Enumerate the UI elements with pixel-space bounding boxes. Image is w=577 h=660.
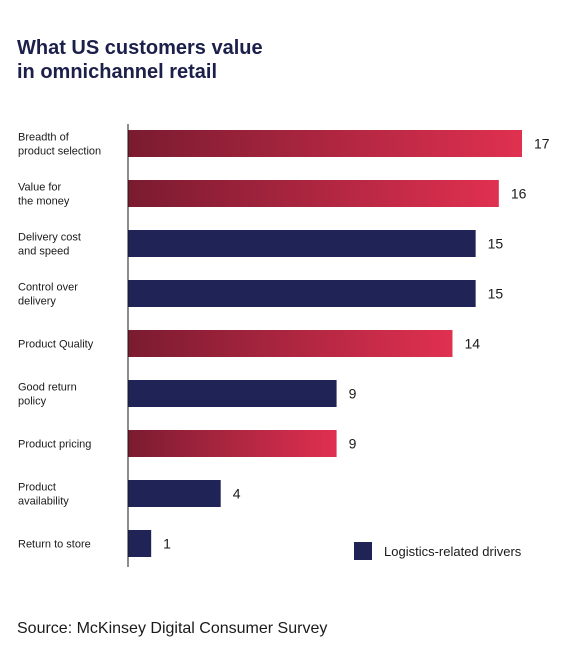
category-label: Control over [18, 282, 78, 294]
category-label: delivery [18, 296, 56, 308]
category-label: Breadth of [18, 132, 70, 144]
category-label: Value for [18, 182, 62, 194]
value-label: 9 [349, 436, 357, 452]
category-label: Return to store [18, 539, 91, 551]
value-label: 15 [488, 236, 504, 252]
source-note: Source: McKinsey Digital Consumer Survey [17, 620, 328, 637]
category-label: policy [18, 396, 47, 408]
value-label: 4 [233, 486, 241, 502]
value-label: 15 [488, 286, 504, 302]
value-label: 9 [349, 386, 357, 402]
category-label: Good return [18, 382, 77, 394]
bar [128, 480, 221, 507]
value-label: 17 [534, 136, 550, 152]
bar [128, 130, 522, 157]
value-label: 1 [163, 536, 171, 552]
category-label: Delivery cost [18, 232, 81, 244]
bar [128, 380, 337, 407]
legend-label: Logistics-related drivers [384, 543, 522, 559]
bar [128, 530, 152, 557]
category-label: Product Quality [18, 339, 94, 351]
bars-group: Breadth of product selection 17 Value for th… [18, 130, 550, 557]
chart-title-line-2: in omnichannel retail [17, 61, 218, 83]
bar [128, 280, 476, 307]
category-label: product selection [18, 146, 101, 158]
category-label: availability [18, 496, 69, 508]
bar-chart: Breadth of product selection 17 Value for th… [18, 124, 550, 567]
category-label: the money [18, 196, 70, 208]
chart-title-line-1: What US customers value [17, 37, 263, 59]
legend: Logistics-related drivers [354, 542, 521, 560]
bar [128, 330, 453, 357]
legend-swatch [354, 542, 372, 560]
bar [128, 430, 337, 457]
category-label: Product pricing [18, 439, 91, 451]
category-label: and speed [18, 246, 69, 258]
value-label: 14 [464, 336, 480, 352]
bar [128, 180, 499, 207]
bar [128, 230, 476, 257]
chart-title: What US customers value in omnichannel r… [17, 36, 263, 84]
value-label: 16 [511, 186, 527, 202]
category-label: Product [18, 482, 56, 494]
